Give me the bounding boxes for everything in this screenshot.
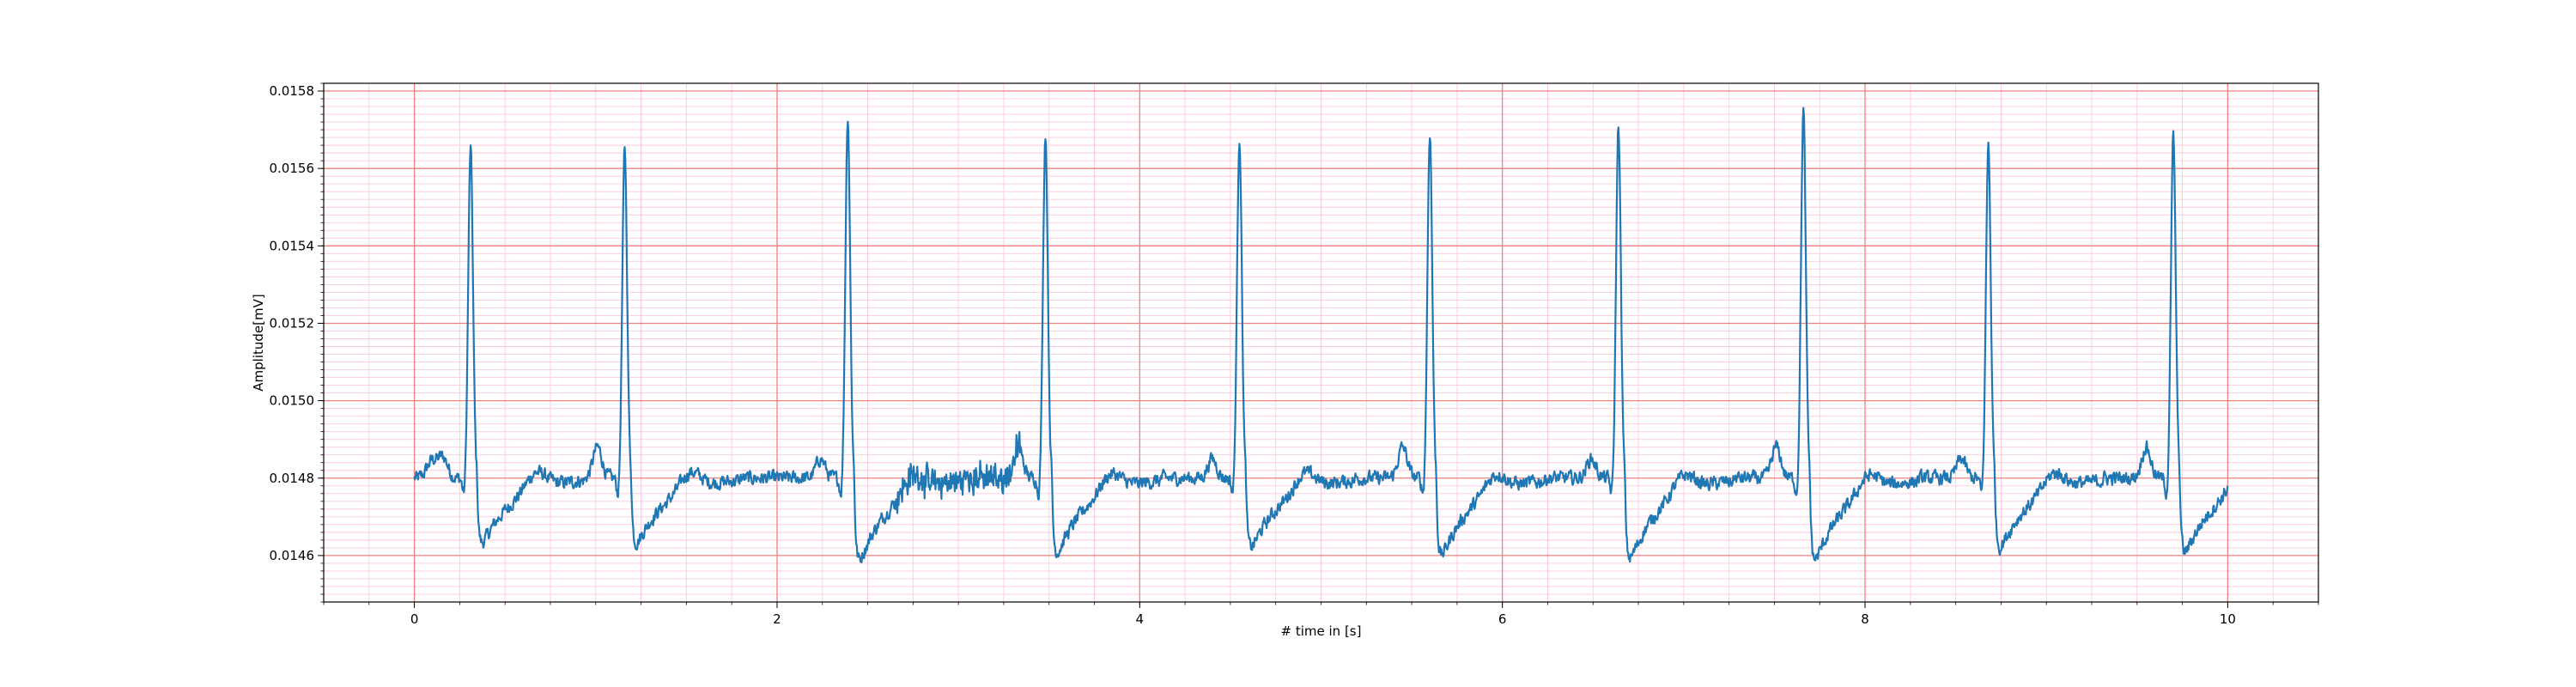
x-tick-label: 4: [1136, 611, 1145, 627]
y-tick-label: 0.0154: [270, 238, 315, 253]
y-tick-label: 0.0158: [270, 83, 315, 99]
y-tick-label: 0.0150: [270, 393, 315, 409]
x-axis: 0 2 4 6 8 10: [323, 602, 2319, 627]
y-tick-label: 0.0146: [270, 548, 315, 563]
series-layer: [413, 106, 2229, 563]
x-tick-label: 0: [410, 611, 419, 627]
x-tick-label: 2: [773, 611, 781, 627]
y-tick-label: 0.0148: [270, 471, 315, 486]
y-axis: 0.0146 0.0148 0.0150 0.0152 0.0154 0.0156 0.01…: [270, 82, 324, 603]
y-tick-label: 0.0152: [270, 315, 315, 331]
y-axis-label: Amplitude[mV]: [251, 294, 266, 391]
x-tick-label: 8: [1861, 611, 1869, 627]
ecg-line: [413, 106, 2229, 563]
minor-grid: [323, 82, 2319, 603]
x-tick-label: 10: [2220, 611, 2236, 627]
x-axis-label: # time in [s]: [1281, 623, 1362, 639]
y-tick-label: 0.0156: [270, 161, 315, 176]
x-tick-label: 6: [1498, 611, 1507, 627]
